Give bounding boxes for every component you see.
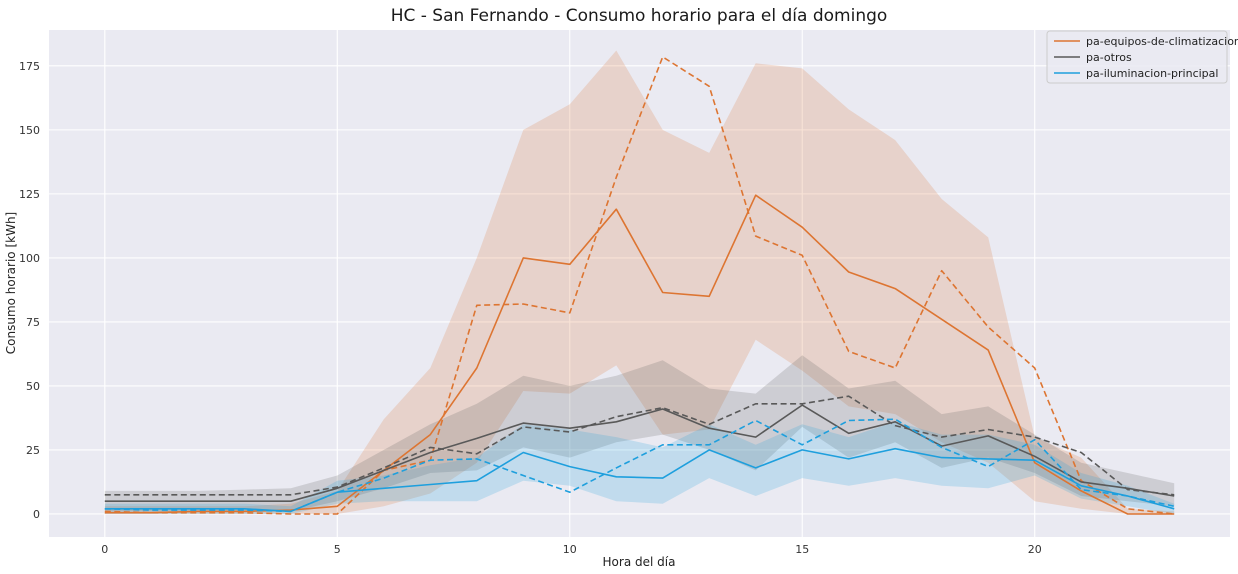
series-dashed-line-pa-otros — [104, 395, 1175, 496]
band-pa-equipos-de-climatizacion — [104, 50, 1175, 514]
series-line-pa-iluminacion-principal — [104, 447, 1175, 513]
y-tick-label: 100 — [19, 252, 40, 265]
series-lines — [104, 56, 1175, 515]
y-tick-label: 0 — [33, 508, 40, 521]
band-pa-iluminacion-principal — [104, 421, 1175, 514]
x-axis-label: Hora del día — [603, 555, 676, 569]
chart-title: HC - San Fernando - Consumo horario para… — [391, 6, 888, 26]
legend-label-climatizacion: pa-equipos-de-climatizacion — [1086, 35, 1238, 48]
legend-label-iluminacion: pa-iluminacion-principal — [1086, 67, 1218, 80]
y-tick-label: 125 — [19, 188, 40, 201]
x-tick-label: 15 — [795, 543, 809, 556]
legend: pa-equipos-de-climatizacion pa-otros pa-… — [1046, 30, 1238, 84]
legend-label-otros: pa-otros — [1086, 51, 1132, 64]
y-tick-labels: 0 25 50 75 100 125 150 175 — [19, 60, 40, 521]
x-tick-label: 0 — [101, 543, 108, 556]
x-tick-labels: 0 5 10 15 20 — [101, 543, 1041, 556]
y-tick-label: 150 — [19, 124, 40, 137]
plot-background — [49, 30, 1230, 537]
series-line-pa-otros — [104, 404, 1175, 503]
legend-box — [1046, 30, 1228, 84]
y-tick-label: 25 — [26, 444, 40, 457]
y-tick-label: 175 — [19, 60, 40, 73]
x-tick-label: 5 — [334, 543, 341, 556]
y-tick-label: 50 — [26, 380, 40, 393]
x-tick-label: 20 — [1028, 543, 1042, 556]
y-axis-label: Consumo horario [kWh] — [4, 212, 18, 354]
x-tick-label: 10 — [563, 543, 577, 556]
grid-lines — [49, 30, 1230, 537]
y-tick-label: 75 — [26, 316, 40, 329]
